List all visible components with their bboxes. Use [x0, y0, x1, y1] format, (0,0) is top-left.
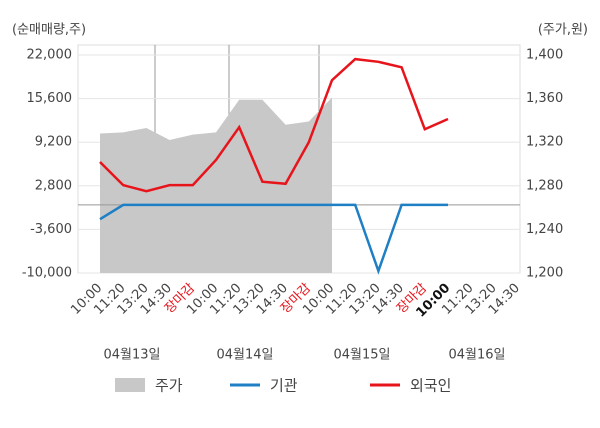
legend-label: 주가 [155, 377, 183, 395]
y2-tick-label: 1,240 [526, 222, 563, 237]
price-area [100, 97, 332, 273]
date-label: 04월15일 [333, 348, 390, 363]
legend-label: 외국인 [410, 377, 451, 395]
date-label: 04월16일 [448, 348, 505, 363]
legend-swatch [115, 378, 145, 392]
y2-tick-label: 1,280 [526, 178, 563, 193]
y2-tick-label: 1,400 [526, 48, 563, 63]
y-tick-label: 22,000 [27, 48, 73, 63]
y-tick-label: 2,800 [35, 178, 72, 193]
legend-label: 기관 [270, 377, 298, 395]
y-tick-label: 15,600 [27, 91, 73, 106]
date-label: 04월14일 [216, 348, 273, 363]
y-tick-label: -3,600 [30, 222, 72, 237]
y-tick-label: -10,000 [22, 266, 72, 281]
y2-tick-label: 1,320 [526, 135, 563, 150]
y2-axis-label: (주가,원) [538, 23, 588, 38]
series-line [99, 203, 448, 275]
y-tick-label: 9,200 [35, 135, 72, 150]
series-line [99, 57, 449, 193]
y2-tick-label: 1,200 [526, 266, 563, 281]
date-label: 04월13일 [103, 348, 160, 363]
y-axis-label: (순매매량,주) [12, 23, 86, 38]
y2-tick-label: 1,360 [526, 91, 563, 106]
